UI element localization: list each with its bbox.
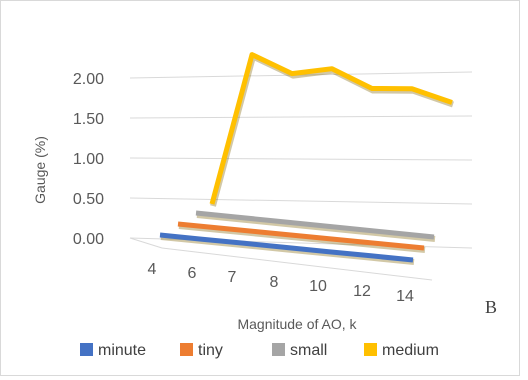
legend-label: tiny: [198, 342, 223, 359]
legend-swatch-tiny: [180, 343, 193, 356]
gridline: [129, 157, 473, 161]
legend-label: small: [290, 342, 327, 359]
gridline: [129, 115, 473, 119]
y-axis-title: Gauge (%): [32, 136, 48, 204]
corner-label: B: [485, 297, 497, 317]
x-tick-label: 10: [309, 278, 327, 295]
floor-front-edge: [161, 247, 433, 281]
y-tick-label: 0.50: [73, 191, 104, 208]
gridline: [129, 197, 473, 205]
y-tick-label: 1.50: [73, 111, 104, 128]
x-tick-label: 7: [228, 269, 237, 286]
y-tick-label: 2.00: [73, 71, 104, 88]
x-tick-label: 6: [188, 265, 197, 282]
x-tick-label: 4: [148, 261, 157, 278]
x-tick-label: 14: [396, 288, 414, 305]
x-tick-label: 8: [270, 274, 279, 291]
legend-swatch-minute: [80, 343, 93, 356]
x-tick-label: 12: [353, 283, 371, 300]
legend-swatch-small: [272, 343, 285, 356]
floor-edge: [129, 237, 163, 249]
series-lines: [159, 52, 454, 265]
y-tick-label: 1.00: [73, 151, 104, 168]
series-line-shadow: [210, 53, 454, 207]
legend-swatch-medium: [364, 343, 377, 356]
legend-label: minute: [98, 342, 146, 359]
y-tick-label: 0.00: [73, 231, 104, 248]
chart-area: [0, 0, 520, 376]
x-axis-title: Magnitude of AO, k: [237, 316, 357, 332]
series-line-medium: [209, 52, 453, 205]
legend: minute tiny small medium: [80, 342, 439, 359]
legend-label: medium: [382, 342, 439, 359]
axes: 0.00 0.50 1.00 1.50 2.00 4 6 7 8 10 12 14: [73, 71, 414, 305]
